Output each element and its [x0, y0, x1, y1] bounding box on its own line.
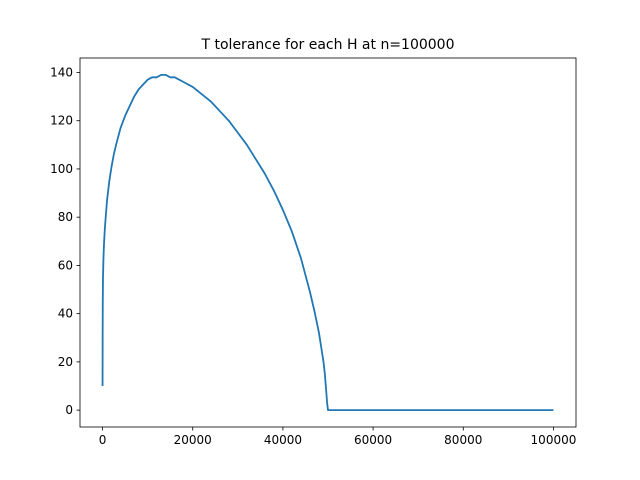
y-tick-label: 20	[58, 355, 73, 369]
x-tick-label: 20000	[174, 433, 212, 447]
x-tick-label: 40000	[264, 433, 302, 447]
plot-area	[101, 73, 554, 412]
y-tick-label: 60	[58, 258, 73, 272]
plot-frame	[79, 57, 577, 428]
x-tick-label: 60000	[354, 433, 392, 447]
y-tick-label: 140	[50, 65, 73, 79]
x-tick-label: 0	[99, 433, 107, 447]
x-axis: 0 20000 40000 60000 80000 100000	[99, 427, 577, 447]
x-tick-label: 100000	[531, 433, 577, 447]
y-tick-label: 100	[50, 162, 73, 176]
y-axis: 0 20 40 60 80 100 120 140	[50, 65, 80, 417]
series-line	[101, 73, 554, 412]
chart-title: T tolerance for each H at n=100000	[201, 37, 455, 53]
y-tick-label: 40	[58, 307, 73, 321]
y-tick-label: 120	[50, 114, 73, 128]
y-tick-label: 80	[58, 210, 73, 224]
y-tick-label: 0	[65, 403, 73, 417]
x-tick-label: 80000	[444, 433, 482, 447]
